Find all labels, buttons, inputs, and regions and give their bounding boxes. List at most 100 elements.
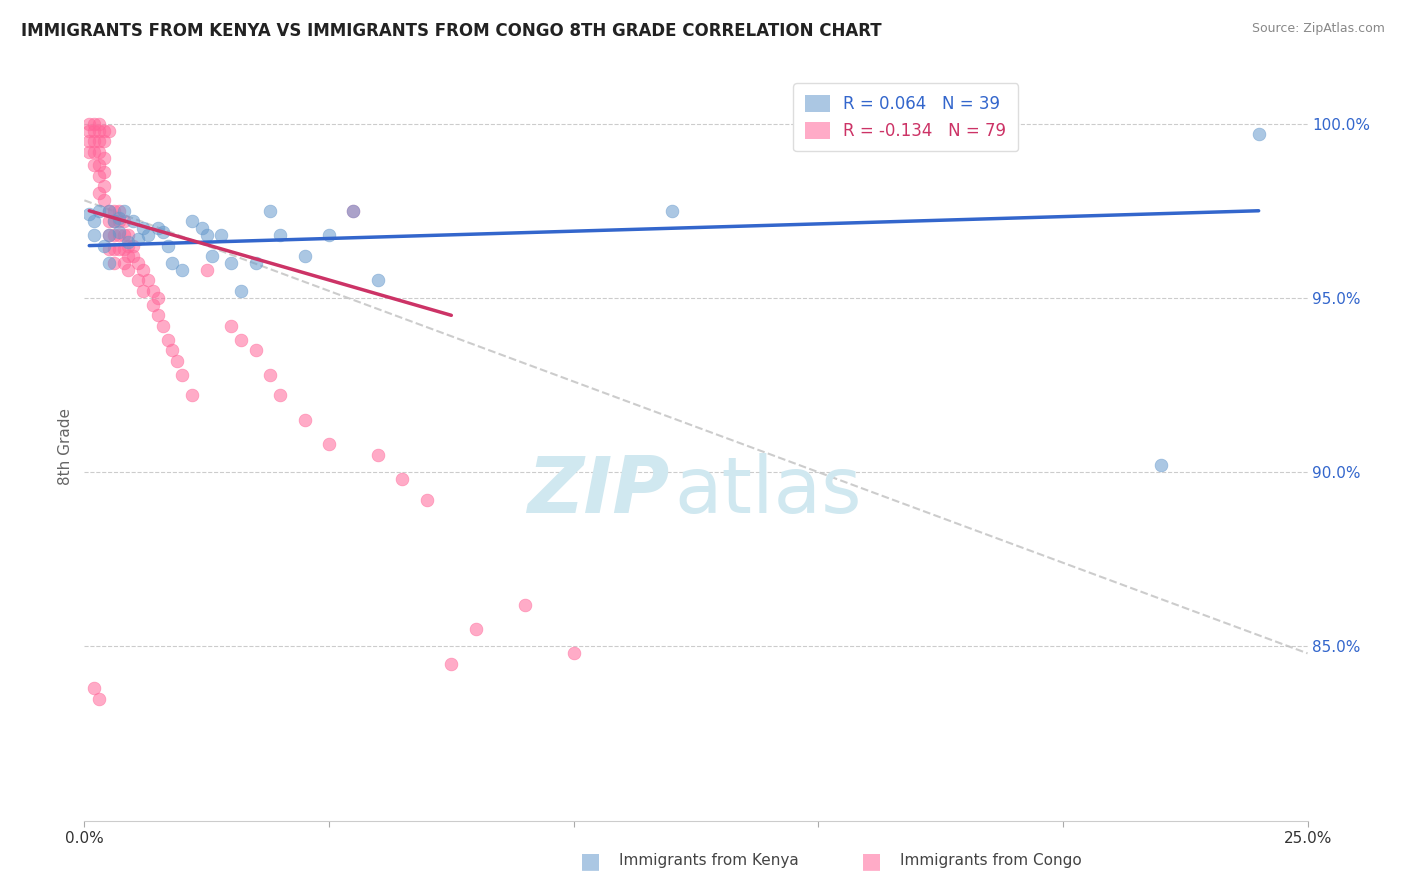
Text: Source: ZipAtlas.com: Source: ZipAtlas.com [1251,22,1385,36]
Point [83,134,105,148]
Point [87,169,110,183]
Point [107,228,129,243]
Point [112,242,135,256]
Point [127,256,149,270]
Point [87,691,110,706]
Point [152,318,174,333]
Point [87,186,110,201]
Point [1247,127,1270,141]
Point [93,123,115,137]
Point [122,214,145,228]
Point [562,646,585,660]
Point [181,388,204,402]
Point [318,437,340,451]
Point [229,333,252,347]
Point [245,343,267,358]
Point [107,214,129,228]
Point [1150,458,1173,472]
Point [142,298,165,312]
Point [269,388,291,402]
Point [200,249,222,263]
Text: Immigrants from Congo: Immigrants from Congo [900,854,1081,868]
Point [127,273,149,287]
Legend: R = 0.064   N = 39, R = -0.134   N = 79: R = 0.064 N = 39, R = -0.134 N = 79 [793,84,1018,152]
Point [83,117,105,131]
Point [93,134,115,148]
Point [162,256,184,270]
Point [87,158,110,172]
Point [245,256,267,270]
Text: Immigrants from Kenya: Immigrants from Kenya [619,854,799,868]
Point [103,214,125,228]
Point [87,203,110,218]
Point [77,207,100,221]
Point [112,214,135,228]
Point [103,203,125,218]
Point [513,598,536,612]
Point [191,221,214,235]
Point [83,214,105,228]
Y-axis label: 8th Grade: 8th Grade [58,408,73,484]
Point [87,145,110,159]
Point [83,145,105,159]
Point [146,308,169,322]
Point [259,368,281,382]
Point [77,123,100,137]
Point [132,263,155,277]
Point [93,165,115,179]
Point [103,228,125,243]
Point [107,203,129,218]
Point [117,249,139,263]
Point [172,263,194,277]
Point [132,221,155,235]
Point [97,203,120,218]
Point [77,134,100,148]
Point [87,123,110,137]
Point [103,256,125,270]
Point [83,681,105,696]
Point [209,228,232,243]
Point [97,203,120,218]
Point [93,179,115,194]
Point [136,228,159,243]
Point [269,228,291,243]
Point [83,158,105,172]
Text: ■: ■ [862,851,882,871]
Point [112,256,135,270]
Point [97,228,120,243]
Point [97,228,120,243]
Point [156,238,179,252]
Point [136,273,159,287]
Point [103,242,125,256]
Point [77,117,100,131]
Point [132,284,155,298]
Point [97,123,120,137]
Point [195,263,218,277]
Point [342,203,364,218]
Point [107,211,129,225]
Point [416,493,439,508]
Point [259,203,281,218]
Point [195,228,218,243]
Point [122,238,145,252]
Point [464,622,486,636]
Point [93,152,115,166]
Point [97,214,120,228]
Point [117,263,139,277]
Point [112,228,135,243]
Point [117,228,139,243]
Point [122,249,145,263]
Point [87,117,110,131]
Point [172,368,194,382]
Point [93,238,115,252]
Point [661,203,683,218]
Point [162,343,184,358]
Point [97,242,120,256]
Point [112,203,135,218]
Text: atlas: atlas [673,453,862,529]
Point [440,657,463,671]
Point [83,228,105,243]
Point [219,256,242,270]
Point [117,238,139,252]
Text: IMMIGRANTS FROM KENYA VS IMMIGRANTS FROM CONGO 8TH GRADE CORRELATION CHART: IMMIGRANTS FROM KENYA VS IMMIGRANTS FROM… [21,22,882,40]
